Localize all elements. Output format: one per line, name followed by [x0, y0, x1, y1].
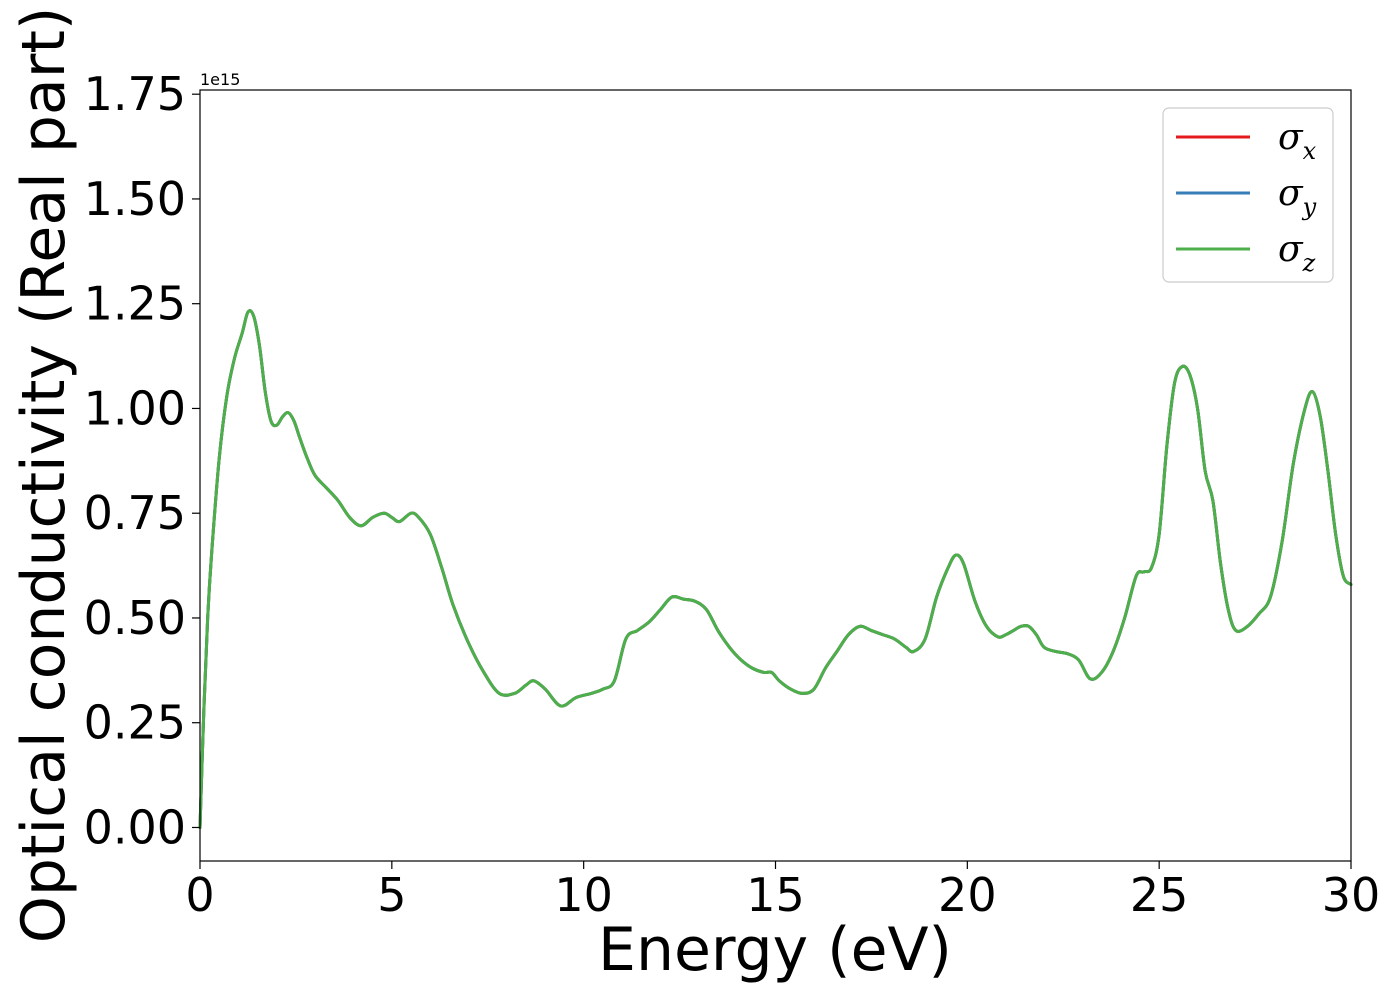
x-tick-label: 15	[746, 868, 805, 922]
y-offset-label: 1e15	[200, 70, 240, 89]
y-tick-label: 0.75	[84, 486, 186, 540]
x-axis-title: Energy (eV)	[598, 915, 952, 985]
y-axis-ticks: 0.00 0.25 0.50 0.75 1.00 1.25 1.50 1.75	[84, 67, 200, 854]
x-tick-label: 25	[1130, 868, 1189, 922]
x-tick-label: 20	[938, 868, 997, 922]
legend-box	[1162, 107, 1334, 283]
series-layer	[198, 309, 1353, 829]
x-tick-label: 30	[1322, 868, 1381, 922]
x-axis-ticks: 0 5 10 15 20 25 30	[185, 861, 1380, 922]
y-tick-label: 1.25	[84, 277, 186, 331]
y-tick-label: 1.50	[84, 172, 186, 226]
y-tick-label: 0.25	[84, 696, 186, 750]
x-tick-label: 5	[377, 868, 406, 922]
y-axis-title: Optical conductivity (Real part)	[9, 7, 79, 944]
y-tick-label: 1.75	[84, 67, 186, 121]
x-tick-label: 10	[554, 868, 613, 922]
y-tick-label: 0.00	[84, 800, 186, 854]
series-line-z	[198, 309, 1353, 829]
y-tick-label: 1.00	[84, 381, 186, 435]
x-tick-label: 0	[185, 868, 214, 922]
y-tick-label: 0.50	[84, 591, 186, 645]
